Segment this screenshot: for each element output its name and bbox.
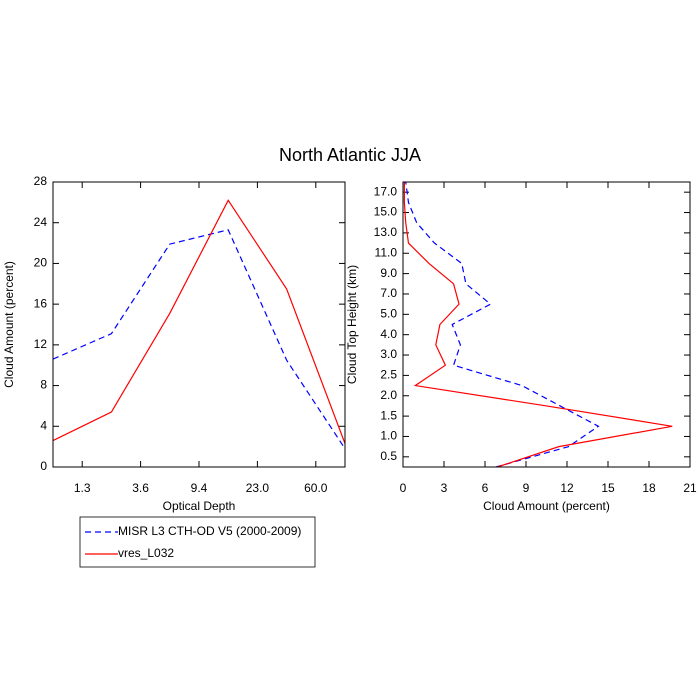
x-tick-label: 1.3 [74, 481, 91, 495]
series-line [53, 199, 345, 444]
y-tick-label: 1.5 [380, 408, 397, 422]
y-tick-label: 0.5 [380, 449, 397, 463]
x-tick-label: 18 [642, 481, 656, 495]
y-tick-label: 5.0 [380, 306, 397, 320]
x-tick-label: 60.0 [304, 481, 328, 495]
y-tick-label: 2.0 [380, 388, 397, 402]
y-tick-label: 4.0 [380, 327, 397, 341]
series-line [53, 229, 345, 450]
y-tick-label: 13.0 [374, 225, 398, 239]
legend-box [79, 516, 316, 568]
y-tick-label: 16 [34, 296, 48, 310]
x-tick-label: 12 [560, 481, 574, 495]
x-axis-label: Optical Depth [163, 499, 236, 513]
y-tick-label: 9.0 [380, 266, 397, 280]
y-tick-label: 12 [34, 337, 48, 351]
y-tick-label: 20 [34, 256, 48, 270]
x-tick-label: 9 [523, 481, 530, 495]
y-tick-label: 1.0 [380, 429, 397, 443]
x-tick-label: 6 [482, 481, 489, 495]
x-tick-label: 9.4 [191, 481, 208, 495]
x-tick-label: 15 [601, 481, 615, 495]
x-tick-label: 3 [441, 481, 448, 495]
series-line [405, 182, 600, 467]
y-tick-label: 0 [40, 459, 47, 473]
x-tick-label: 23.0 [246, 481, 270, 495]
y-tick-label: 28 [34, 174, 48, 188]
y-tick-label: 3.0 [380, 347, 397, 361]
chart-title: North Atlantic JJA [279, 145, 421, 165]
legend-label: vres_L032 [118, 546, 174, 560]
y-tick-label: 24 [34, 215, 48, 229]
y-tick-label: 15.0 [374, 205, 398, 219]
plot-frame [402, 181, 691, 468]
x-axis-label: Cloud Amount (percent) [483, 499, 610, 513]
y-tick-label: 7.0 [380, 286, 397, 300]
y-tick-label: 17.0 [374, 184, 398, 198]
x-tick-label: 3.6 [132, 481, 149, 495]
x-tick-label: 0 [400, 481, 407, 495]
series-line [403, 182, 673, 467]
y-tick-label: 11.0 [375, 245, 398, 259]
y-tick-label: 2.5 [380, 368, 397, 382]
plot-frame [52, 181, 346, 468]
y-tick-label: 8 [40, 378, 47, 392]
legend-label: MISR L3 CTH-OD V5 (2000-2009) [118, 524, 301, 538]
y-axis-label: Cloud Top Height (km) [345, 265, 359, 384]
y-axis-label: Cloud Amount (percent) [2, 261, 16, 388]
x-tick-label: 21 [683, 481, 697, 495]
y-tick-label: 4 [40, 418, 47, 432]
